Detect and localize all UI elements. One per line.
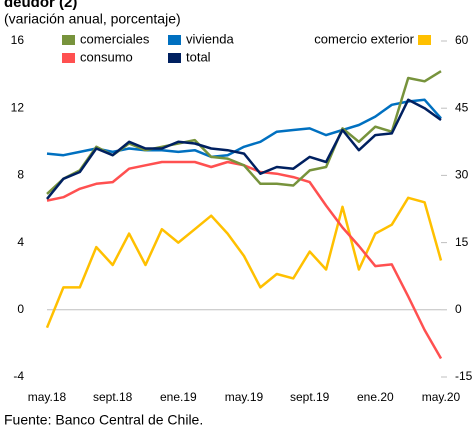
series-line [46,98,442,200]
series-line [46,70,442,195]
legend-swatch [168,53,181,63]
legend-swatch [62,35,75,45]
legend-swatch [62,53,75,63]
x-tick-label: may.18 [28,390,67,404]
x-tick-label: may.19 [225,390,264,404]
chart-title: deudor (2) [4,0,77,11]
y2-tick-label: 15 [455,235,469,249]
x-tick-label: may.20 [422,390,461,404]
legend-label: consumo [80,49,133,64]
y-tick-label: 4 [17,235,24,249]
x-tick-label: ene.19 [160,390,197,404]
y2-tick-label: 0 [455,302,462,316]
series-line [46,160,443,360]
source-note: Fuente: Banco Central de Chile. [4,412,203,428]
y2-tick-label: -15 [455,369,473,383]
legend-swatch [418,35,431,45]
legend-swatch [168,35,181,45]
y-tick-label: -4 [13,369,24,383]
y-tick-label: 0 [17,302,24,316]
y2-tick-label: 60 [455,33,469,47]
x-tick-label: ene.20 [357,390,394,404]
series-line [46,98,442,159]
legend-label: comerciales [80,31,150,46]
y-tick-label: 16 [11,33,25,47]
y2-tick-label: 30 [455,168,469,182]
y-tick-label: 12 [11,100,25,114]
y2-tick-label: 45 [455,100,469,114]
legend-label: vivienda [186,31,234,46]
legend-label: comercio exterior [314,31,414,46]
series-line [45,196,443,329]
legend-label: total [186,49,211,64]
y-tick-label: 8 [17,168,24,182]
x-tick-label: sept.19 [290,390,330,404]
chart-subtitle: (variación anual, porcentaje) [4,11,181,27]
x-tick-label: sept.18 [93,390,133,404]
